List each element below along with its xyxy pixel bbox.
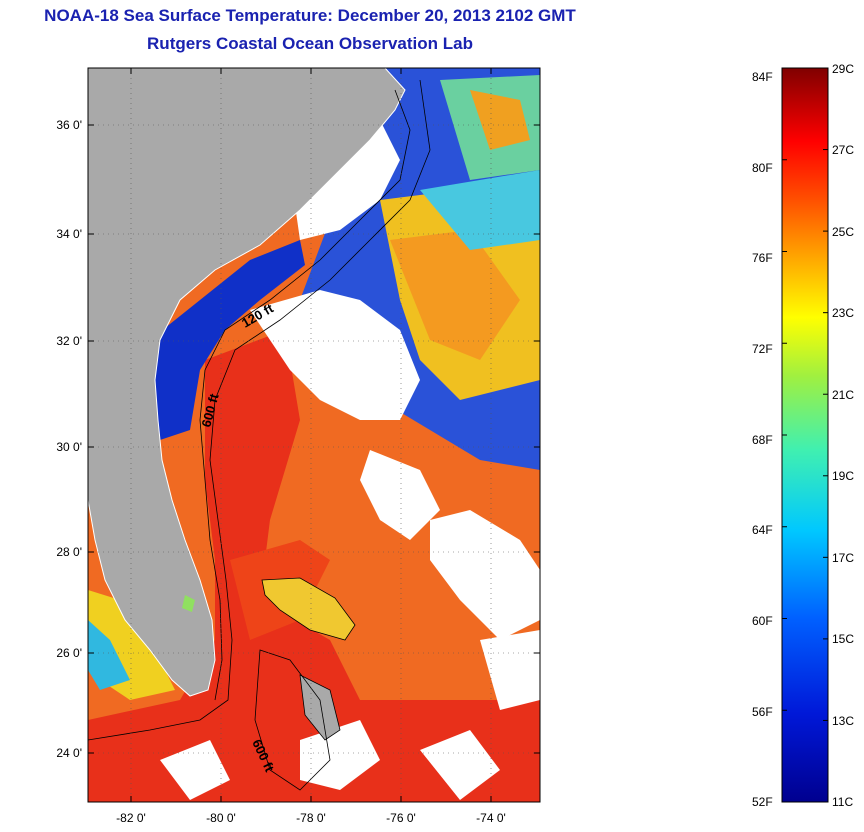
land-mass [88, 68, 406, 697]
lat-label-32: 32 0' [56, 334, 82, 348]
lat-label-34: 34 0' [56, 227, 82, 241]
lat-label-24: 24 0' [56, 746, 82, 760]
lon-label-76: -76 0' [386, 811, 416, 825]
colorbar-label-25c: 25C [832, 225, 855, 239]
colorbar-label-29c: 29C [832, 62, 855, 76]
colorbar-label-72f: 72F [752, 342, 773, 356]
colorbar-label-56f: 56F [752, 705, 773, 719]
colorbar-label-13c: 13C [832, 714, 855, 728]
lat-label-28: 28 0' [56, 545, 82, 559]
coastal-cold-band [150, 240, 305, 440]
colorbar-label-23c: 23C [832, 306, 855, 320]
colorbar-label-64f: 64F [752, 523, 773, 537]
contour-600ft [88, 79, 431, 741]
colorbar-ticks [782, 67, 828, 803]
chart-title: NOAA-18 Sea Surface Temperature: Decembe… [44, 6, 576, 25]
contour-lines [88, 79, 431, 791]
map-frame [87, 67, 541, 803]
contour-120ft [199, 89, 411, 701]
lat-label-26: 26 0' [56, 646, 82, 660]
colorbar-label-80f: 80F [752, 161, 773, 175]
chart-subtitle: Rutgers Coastal Ocean Observation Lab [147, 34, 473, 53]
colorbar-label-68f: 68F [752, 433, 773, 447]
cloud-mask [250, 290, 420, 420]
map-field [88, 68, 540, 802]
lat-label-30: 30 0' [56, 440, 82, 454]
lon-label-80: -80 0' [206, 811, 236, 825]
colorbar [781, 67, 829, 803]
frame-ticks [88, 68, 540, 802]
colorbar-label-76f: 76F [752, 251, 773, 265]
colorbar-label-15c: 15C [832, 632, 855, 646]
bahamas-bank [261, 577, 356, 641]
colorbar-label-84f: 84F [752, 70, 773, 84]
colorbar-label-11c: 11C [832, 795, 854, 809]
colorbar-label-27c: 27C [832, 143, 855, 157]
colorbar-label-52f: 52F [752, 795, 773, 809]
lat-label-36: 36 0' [56, 118, 82, 132]
lon-label-78: -78 0' [296, 811, 326, 825]
lon-label-74: -74 0' [476, 811, 506, 825]
lon-label-82: -82 0' [116, 811, 146, 825]
colorbar-label-60f: 60F [752, 614, 773, 628]
colorbar-label-19c: 19C [832, 469, 855, 483]
colorbar-label-21c: 21C [832, 388, 855, 402]
colorbar-label-17c: 17C [832, 551, 855, 565]
graticule [88, 68, 540, 802]
